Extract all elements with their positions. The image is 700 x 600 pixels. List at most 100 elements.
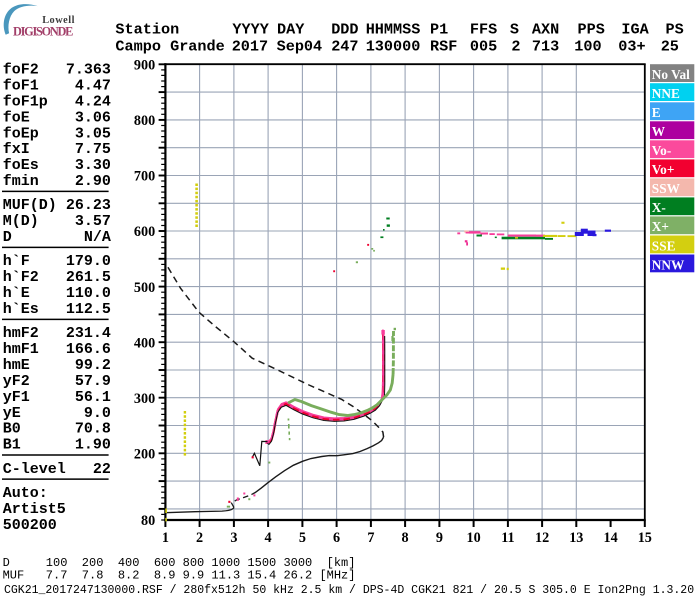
svg-text:10: 10	[467, 530, 481, 546]
svg-text:fxI: fxI	[3, 141, 30, 158]
svg-text:1.90: 1.90	[75, 437, 111, 454]
svg-text:14: 14	[604, 530, 618, 546]
svg-text:600: 600	[134, 224, 155, 240]
svg-text:yE: yE	[3, 405, 21, 422]
svg-text:8: 8	[402, 530, 409, 546]
svg-text:99.2: 99.2	[75, 357, 111, 374]
svg-text:9: 9	[436, 530, 443, 546]
svg-text:6: 6	[333, 530, 340, 546]
svg-text:900: 900	[134, 58, 155, 74]
svg-text:foEp: foEp	[3, 125, 39, 142]
svg-text:166.6: 166.6	[66, 341, 111, 358]
svg-text:12: 12	[535, 530, 549, 546]
svg-text:NNW: NNW	[652, 257, 685, 272]
svg-text:500: 500	[134, 280, 155, 296]
svg-text:yF2: yF2	[3, 373, 30, 390]
svg-text:Sep04: Sep04	[277, 38, 323, 56]
svg-text:4.24: 4.24	[75, 94, 111, 111]
svg-text:26.23: 26.23	[66, 197, 111, 214]
svg-text:22: 22	[93, 461, 111, 478]
svg-text:D 100 200 400 600 800 1: D 100 200 400 600 800 1000 1500 3000 [km…	[3, 556, 356, 570]
svg-text:7.363: 7.363	[66, 62, 111, 79]
svg-text:3: 3	[230, 530, 237, 546]
svg-text:S: S	[510, 20, 519, 38]
svg-text:fmin: fmin	[3, 173, 39, 190]
svg-text:C-level: C-level	[3, 461, 66, 478]
svg-text:3.57: 3.57	[75, 213, 111, 230]
svg-text:IGA: IGA	[621, 20, 649, 38]
svg-text:13: 13	[569, 530, 583, 546]
svg-text:2: 2	[196, 530, 203, 546]
svg-text:h`E: h`E	[3, 285, 30, 302]
svg-text:3.05: 3.05	[75, 125, 111, 142]
svg-text:56.1: 56.1	[75, 389, 111, 406]
svg-text:3.30: 3.30	[75, 157, 111, 174]
svg-text:25: 25	[661, 38, 679, 56]
svg-text:DAY: DAY	[277, 20, 305, 38]
svg-text:hmF1: hmF1	[3, 341, 39, 358]
svg-text:2.90: 2.90	[75, 173, 111, 190]
svg-text:400: 400	[134, 335, 155, 351]
svg-text:70.8: 70.8	[75, 421, 111, 438]
svg-text:Auto:: Auto:	[3, 485, 48, 502]
svg-text:PS: PS	[666, 20, 684, 38]
svg-text:MUF(D): MUF(D)	[3, 197, 57, 214]
svg-text:1: 1	[162, 530, 169, 546]
svg-text:Artist5: Artist5	[3, 501, 66, 518]
svg-text:2: 2	[511, 38, 520, 56]
svg-text:DDD: DDD	[331, 20, 358, 38]
svg-text:X+: X+	[652, 219, 669, 234]
svg-text:100: 100	[574, 38, 601, 56]
svg-text:E: E	[652, 105, 661, 120]
svg-text:D: D	[3, 229, 12, 246]
svg-text:Lowell: Lowell	[42, 15, 75, 26]
svg-text:261.5: 261.5	[66, 269, 111, 286]
svg-text:7.75: 7.75	[75, 141, 111, 158]
svg-text:112.5: 112.5	[66, 301, 111, 318]
svg-text:W: W	[652, 124, 666, 139]
svg-text:B1: B1	[3, 437, 21, 454]
svg-text:h`F: h`F	[3, 253, 30, 270]
svg-text:hmE: hmE	[3, 357, 30, 374]
svg-text:SSW: SSW	[652, 181, 681, 196]
svg-text:7: 7	[367, 530, 374, 546]
svg-text:Vo+: Vo+	[652, 162, 675, 177]
svg-text:700: 700	[134, 169, 155, 185]
svg-text:yF1: yF1	[3, 389, 30, 406]
svg-text:130000: 130000	[366, 38, 421, 56]
svg-text:15: 15	[638, 530, 652, 546]
svg-text:800: 800	[134, 113, 155, 129]
svg-text:P1: P1	[430, 20, 448, 38]
svg-text:500200: 500200	[3, 517, 57, 534]
svg-text:11: 11	[501, 530, 514, 546]
svg-text:5: 5	[299, 530, 306, 546]
svg-text:X-: X-	[652, 200, 666, 215]
svg-text:3.06: 3.06	[75, 109, 111, 126]
svg-text:2017: 2017	[232, 38, 268, 56]
svg-text:h`Es: h`Es	[3, 301, 39, 318]
svg-text:179.0: 179.0	[66, 253, 111, 270]
svg-text:hmF2: hmF2	[3, 325, 39, 342]
svg-text:231.4: 231.4	[66, 325, 111, 342]
svg-text:AXN: AXN	[532, 20, 559, 38]
svg-text:FFS: FFS	[470, 20, 497, 38]
svg-text:713: 713	[532, 38, 559, 56]
svg-text:4: 4	[265, 530, 272, 546]
svg-text:110.0: 110.0	[66, 285, 111, 302]
svg-text:03+: 03+	[618, 38, 645, 56]
svg-text:300: 300	[134, 391, 155, 407]
svg-text:foF1: foF1	[3, 78, 39, 95]
svg-text:RSF: RSF	[430, 38, 457, 56]
svg-text:YYYY: YYYY	[232, 20, 269, 38]
svg-text:NNE: NNE	[652, 86, 680, 101]
svg-text:M(D): M(D)	[3, 213, 39, 230]
svg-text:foEs: foEs	[3, 157, 39, 174]
svg-text:B0: B0	[3, 421, 21, 438]
svg-text:PPS: PPS	[578, 20, 605, 38]
svg-text:HHMMSS: HHMMSS	[366, 20, 421, 38]
svg-text:Vo-: Vo-	[652, 143, 671, 158]
svg-text:h`F2: h`F2	[3, 269, 39, 286]
svg-text:9.0: 9.0	[84, 405, 111, 422]
svg-text:foF1p: foF1p	[3, 94, 48, 111]
svg-text:DIGISONDE: DIGISONDE	[13, 24, 73, 38]
